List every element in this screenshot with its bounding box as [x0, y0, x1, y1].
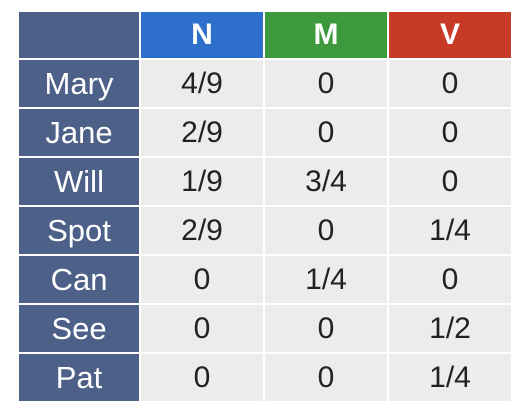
table-cell: 0 [265, 305, 387, 352]
row-header: Spot [19, 207, 139, 254]
emission-table-container: N M V Mary 4/9 0 0 Jane 2/9 0 0 Will 1/9… [17, 10, 513, 403]
table-cell: 1/2 [389, 305, 511, 352]
row-header: Pat [19, 354, 139, 401]
table-cell: 2/9 [141, 109, 263, 156]
column-header-m: M [265, 12, 387, 58]
table-cell: 0 [389, 256, 511, 303]
row-header: See [19, 305, 139, 352]
header-row: N M V [19, 12, 511, 58]
table-cell: 0 [389, 109, 511, 156]
table-row: Spot 2/9 0 1/4 [19, 207, 511, 254]
table-row: See 0 0 1/2 [19, 305, 511, 352]
table-row: Mary 4/9 0 0 [19, 60, 511, 107]
table-cell: 0 [141, 305, 263, 352]
table-row: Jane 2/9 0 0 [19, 109, 511, 156]
table-cell: 4/9 [141, 60, 263, 107]
table-cell: 0 [265, 60, 387, 107]
table-cell: 0 [141, 256, 263, 303]
table-cell: 0 [389, 158, 511, 205]
corner-cell [19, 12, 139, 58]
row-header: Will [19, 158, 139, 205]
table-cell: 1/4 [389, 207, 511, 254]
table-cell: 2/9 [141, 207, 263, 254]
row-header: Can [19, 256, 139, 303]
row-header: Jane [19, 109, 139, 156]
column-header-n: N [141, 12, 263, 58]
table-cell: 1/4 [389, 354, 511, 401]
table-row: Pat 0 0 1/4 [19, 354, 511, 401]
table-cell: 0 [141, 354, 263, 401]
row-header: Mary [19, 60, 139, 107]
table-cell: 0 [265, 354, 387, 401]
table-cell: 1/9 [141, 158, 263, 205]
table-cell: 0 [389, 60, 511, 107]
table-cell: 0 [265, 109, 387, 156]
table-cell: 1/4 [265, 256, 387, 303]
table-cell: 0 [265, 207, 387, 254]
column-header-v: V [389, 12, 511, 58]
emission-probability-table: N M V Mary 4/9 0 0 Jane 2/9 0 0 Will 1/9… [17, 10, 513, 403]
table-cell: 3/4 [265, 158, 387, 205]
table-row: Can 0 1/4 0 [19, 256, 511, 303]
table-row: Will 1/9 3/4 0 [19, 158, 511, 205]
